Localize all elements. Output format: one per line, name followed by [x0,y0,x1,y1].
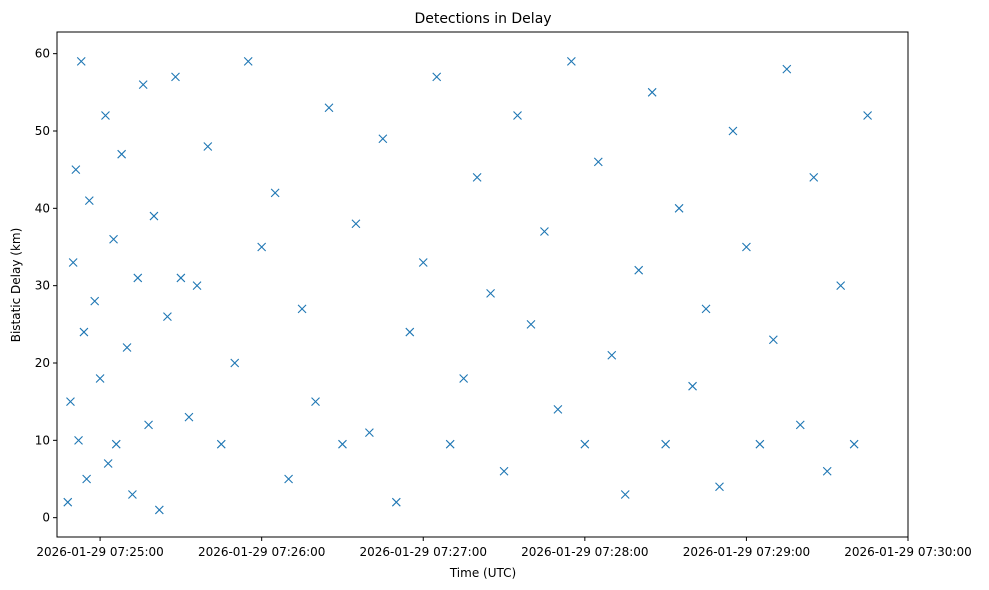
data-point-marker [459,374,469,383]
data-point-marker [418,258,428,267]
data-point-marker [620,490,630,499]
data-point-marker [311,397,320,407]
data-point-marker [109,234,118,244]
data-point-marker [526,319,536,329]
data-point-marker [111,439,121,449]
data-point-marker [607,350,617,360]
data-point-marker [74,435,83,445]
data-point-marker [103,459,113,468]
x-tick-label: 2026-01-29 07:26:00 [198,545,325,559]
data-point-marker [154,505,164,515]
data-point-marker [499,466,509,476]
data-point-marker [580,439,590,449]
plot-area-frame [56,31,909,538]
x-axis-label: Time (UTC) [449,566,516,580]
data-point-marker [553,405,563,414]
data-point-marker [324,103,334,113]
data-point-marker [122,343,132,352]
data-point-marker [79,327,89,337]
data-point-marker [795,420,805,430]
data-point-marker [230,358,240,368]
data-point-marker [674,203,684,213]
data-point-marker [84,196,94,205]
x-axis: 2026-01-29 07:25:00 2026-01-29 07:26:00 20… [36,537,972,559]
data-point-marker [715,482,724,492]
data-point-marker [391,497,401,507]
y-tick-label: 50 [35,124,50,138]
data-point-marker [661,439,671,449]
data-point-marker [149,211,159,221]
data-point-marker [701,304,711,314]
data-point-marker [171,72,180,82]
data-point-marker [101,111,110,120]
data-point-marker [445,439,455,449]
chart-title: Detections in Delay [414,11,551,27]
data-point-marker [688,381,697,391]
data-point-marker [338,439,347,449]
data-point-marker [216,439,226,449]
x-tick-label: 2026-01-29 07:29:00 [683,545,810,559]
data-point-marker [257,242,267,252]
data-point-marker [95,374,105,383]
data-point-marker [351,219,361,229]
y-axis-label: Bistatic Delay (km) [9,228,23,343]
data-point-marker [742,242,751,252]
x-tick-label: 2026-01-29 07:27:00 [360,545,487,559]
data-point-marker [243,56,253,66]
data-point-marker [71,165,81,175]
x-tick-label: 2026-01-29 07:30:00 [844,545,971,559]
data-point-marker [432,72,442,82]
data-point-marker [405,327,415,337]
y-tick-label: 0 [42,511,50,525]
data-point-marker [66,397,75,407]
data-point-marker [540,227,549,236]
data-point-marker [76,56,86,66]
markers-layer [63,56,872,515]
data-point-marker [809,173,819,182]
data-point-marker [647,87,657,97]
data-point-marker [822,466,832,476]
y-tick-label: 40 [35,201,50,215]
data-point-marker [836,281,846,291]
data-point-marker [138,80,148,89]
x-tick-label: 2026-01-29 07:28:00 [521,545,648,559]
data-point-marker [863,111,872,120]
data-point-marker [184,412,194,422]
data-point-marker [472,173,482,182]
y-tick-label: 30 [35,279,50,293]
data-point-marker [128,490,137,499]
data-point-marker [593,157,603,167]
data-point-marker [513,111,522,120]
data-point-marker [82,474,92,484]
data-point-marker [378,134,388,144]
data-point-marker [133,273,143,283]
y-tick-label: 20 [35,356,50,370]
data-point-marker [365,428,374,437]
data-point-marker [755,439,765,449]
data-point-marker [768,335,778,345]
data-point-marker [270,188,280,198]
data-point-marker [63,497,73,507]
data-point-marker [486,289,495,298]
data-point-marker [634,265,644,275]
data-point-marker [566,56,576,66]
data-point-marker [203,142,213,151]
data-point-marker [782,64,792,74]
y-tick-label: 10 [35,433,50,447]
data-point-marker [297,304,307,314]
data-point-marker [144,420,153,430]
data-point-marker [68,258,78,267]
data-point-marker [90,296,100,306]
data-point-marker [192,281,202,291]
data-point-marker [849,439,859,449]
data-point-marker [728,126,738,136]
data-point-marker [176,273,186,283]
x-tick-label: 2026-01-29 07:25:00 [36,545,163,559]
data-point-marker [284,474,293,484]
data-point-marker [163,312,172,321]
y-tick-label: 60 [35,47,50,61]
y-axis: 0 10 20 30 40 50 60 [35,47,57,525]
data-point-marker [117,149,127,159]
